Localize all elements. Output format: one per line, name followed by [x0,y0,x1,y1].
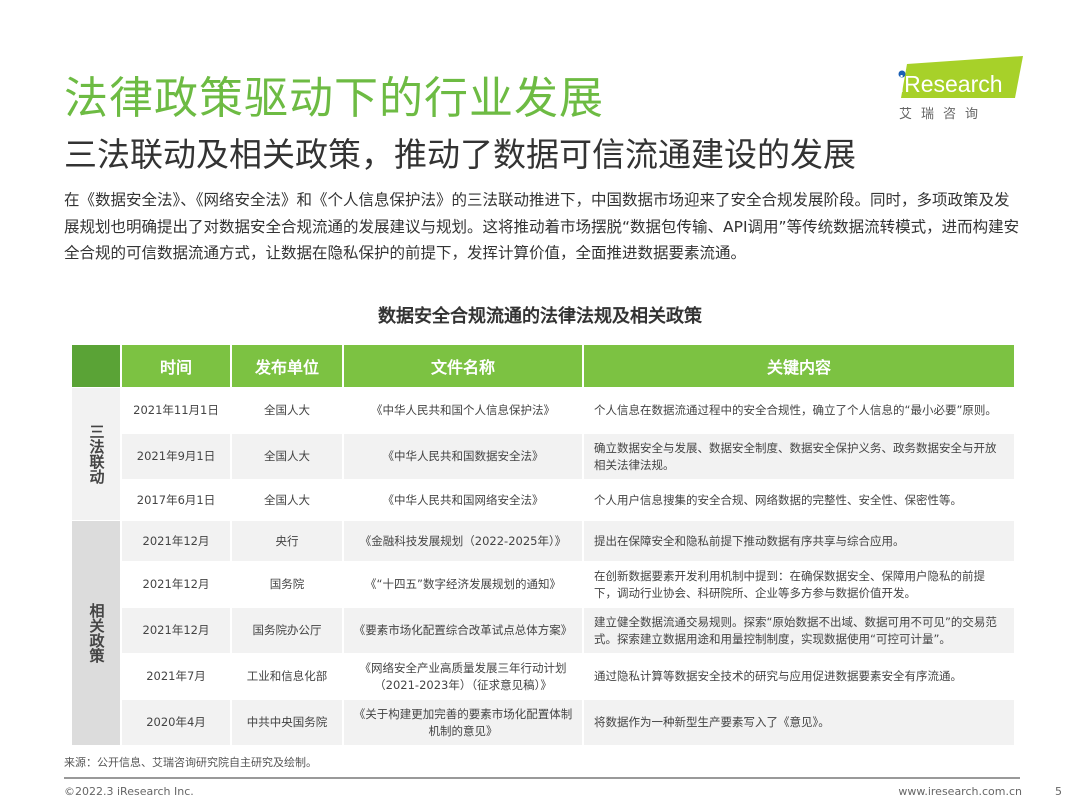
table-row: 2021年12月 国务院 《“十四五”数字经济发展规划的通知》 在创新数据要素开发利用… [72,562,1014,607]
document-cell: 《网络安全产业高质量发展三年行动计划（2021-2023年）（征求意见稿）》 [344,654,582,699]
date-cell: 2017年6月1日 [122,480,230,520]
content-cell: 个人信息在数据流通过程中的安全合规性，确立了个人信息的“最小必要”原则。 [584,388,1014,433]
document-cell: 《金融科技发展规划（2022-2025年）》 [344,521,582,561]
table-row: 2021年9月1日 全国人大 《中华人民共和国数据安全法》 确立数据安全与发展、数据安… [72,434,1014,479]
svg-text:艾瑞咨询: 艾瑞咨询 [899,107,987,122]
group-label: 三法联动 [72,388,120,520]
publisher-cell: 国务院办公厅 [232,608,342,653]
table-row: 相关政策 2021年12月 央行 《金融科技发展规划（2022-2025年）》 提出在保… [72,521,1014,745]
publisher-cell: 中共中央国务院 [232,700,342,745]
footer-divider [64,777,1020,779]
table-row: 2021年12月 国务院办公厅 《要素市场化配置综合改革试点总体方案》 建立健全数据流… [72,608,1014,653]
document-cell: 《要素市场化配置综合改革试点总体方案》 [344,608,582,653]
publisher-cell: 全国人大 [232,434,342,479]
content-cell: 提出在保障安全和隐私前提下推动数据有序共享与综合应用。 [584,521,1014,561]
publisher-cell: 国务院 [232,562,342,607]
policy-table: 时间 发布单位 文件名称 关键内容 三法联动 2021年11月1日 全国人大 《中华人民共和… [70,344,1016,746]
content-cell: 建立健全数据流通交易规则。探索“原始数据不出域、数据可用不可见”的交易范式。探索… [584,608,1014,653]
date-cell: 2021年12月 [122,521,230,561]
table-row: 2020年4月 中共中央国务院 《关于构建更加完善的要素市场化配置体制机制的意见》将… [72,700,1014,745]
page-number: 5 [1055,785,1062,798]
date-cell: 2021年12月 [122,608,230,653]
date-cell: 2020年4月 [122,700,230,745]
page-subtitle: 三法联动及相关政策，推动了数据可信流通建设的发展 [64,135,856,174]
date-cell: 2021年7月 [122,654,230,699]
document-cell: 《中华人民共和国个人信息保护法》 [344,388,582,433]
publisher-cell: 全国人大 [232,388,342,433]
table-title: 数据安全合规流通的法律法规及相关政策 [378,306,702,327]
date-cell: 2021年9月1日 [122,434,230,479]
document-cell: 《关于构建更加完善的要素市场化配置体制机制的意见》 [344,700,582,745]
content-cell: 将数据作为一种新型生产要素写入了《意见》。 [584,700,1014,745]
table-row: 三法联动 2021年11月1日 全国人大 《中华人民共和国个人信息保护法》 个人信息在数… [72,388,1014,520]
table-row: 2021年7月 工业和信息化部 《网络安全产业高质量发展三年行动计划（2021-20… [72,654,1014,699]
column-header: 发布单位 [232,345,342,387]
table-header-row: 时间 发布单位 文件名称 关键内容 [72,345,1014,387]
date-cell: 2021年11月1日 [122,388,230,433]
document-cell: 《中华人民共和国数据安全法》 [344,434,582,479]
column-header: 文件名称 [344,345,582,387]
svg-text:iResearch: iResearch [899,71,1003,97]
document-cell: 《“十四五”数字经济发展规划的通知》 [344,562,582,607]
page-title: 法律政策驱动下的行业发展 [64,73,604,124]
group-label: 相关政策 [72,521,120,745]
intro-paragraph: 在《数据安全法》、《网络安全法》和《个人信息保护法》的三法联动推进下，中国数据市… [64,191,1020,262]
copyright: ©2022.3 iResearch Inc. [64,785,194,798]
content-cell: 在创新数据要素开发利用机制中提到：在确保数据安全、保障用户隐私的前提下，调动行业… [584,562,1014,607]
publisher-cell: 央行 [232,521,342,561]
column-header [72,345,120,387]
content-cell: 确立数据安全与发展、数据安全制度、数据安全保护义务、政务数据安全与开放相关法律法… [584,434,1014,479]
column-header: 时间 [122,345,230,387]
publisher-cell: 全国人大 [232,480,342,520]
content-cell: 个人用户信息搜集的安全合规、网络数据的完整性、安全性、保密性等。 [584,480,1014,520]
document-cell: 《中华人民共和国网络安全法》 [344,480,582,520]
table-row: 2017年6月1日 全国人大 《中华人民共和国网络安全法》 个人用户信息搜集的安全合规… [72,480,1014,520]
website-link[interactable]: www.iresearch.com.cn [898,785,1022,798]
content-cell: 通过隐私计算等数据安全技术的研究与应用促进数据要素安全有序流通。 [584,654,1014,699]
date-cell: 2021年12月 [122,562,230,607]
iresearch-logo: iResearch 艾瑞咨询 [893,56,1028,126]
source-note: 来源：公开信息、艾瑞咨询研究院自主研究及绘制。 [64,756,317,769]
publisher-cell: 工业和信息化部 [232,654,342,699]
column-header: 关键内容 [584,345,1014,387]
